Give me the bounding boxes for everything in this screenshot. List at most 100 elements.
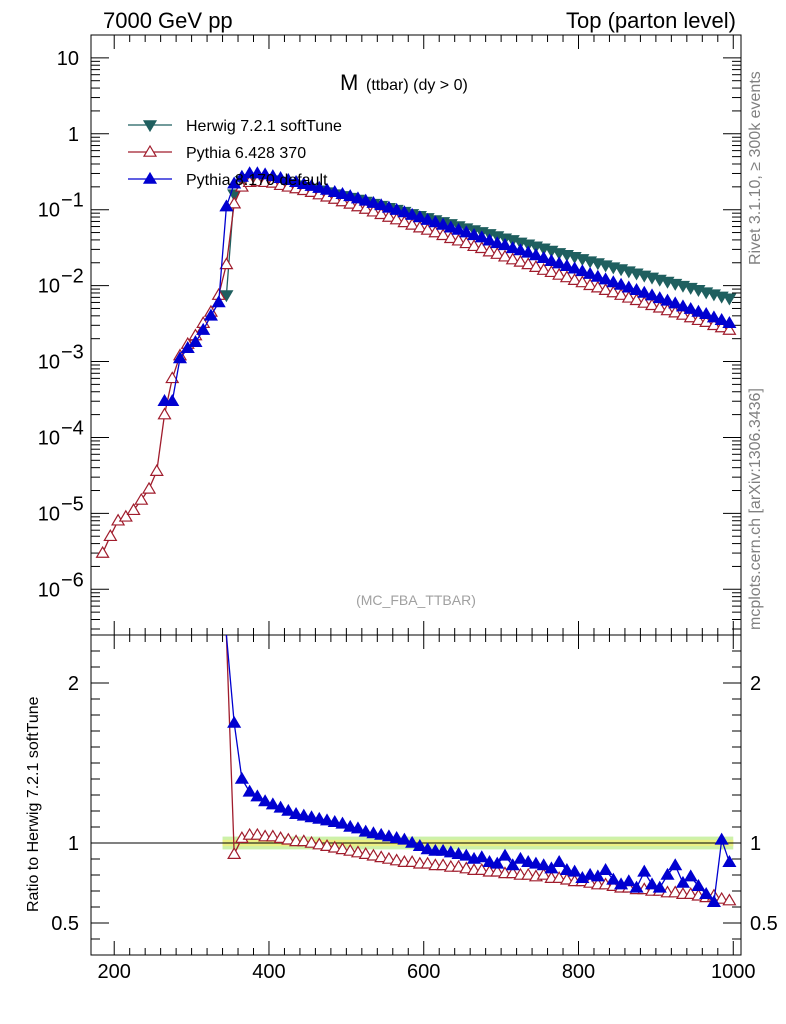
- series-point: [149, 463, 164, 476]
- series-point: [265, 169, 280, 182]
- series-point: [652, 291, 667, 304]
- ratio-series-point: [343, 819, 358, 832]
- series-point: [644, 288, 660, 301]
- series-point: [389, 212, 404, 225]
- x-tick-label: 600: [407, 961, 440, 983]
- y-tick-label-main: 10: [38, 352, 60, 374]
- ratio-series-point: [420, 842, 435, 855]
- series-point: [350, 199, 366, 212]
- series-point: [606, 285, 621, 298]
- ratio-series-point: [296, 834, 311, 847]
- series-point: [722, 293, 737, 306]
- ratio-series-point: [474, 850, 489, 863]
- series-point: [544, 253, 559, 266]
- ratio-series-point: [350, 821, 366, 834]
- ratio-series-point: [552, 855, 567, 868]
- analysis-id-label: (MC_FBA_TTBAR): [356, 592, 476, 608]
- series-point: [544, 265, 559, 278]
- ratio-series-point: [490, 856, 505, 869]
- series-point: [683, 301, 698, 314]
- series-point: [691, 313, 706, 326]
- series-point: [126, 503, 141, 516]
- y-tick-label-main: 10: [57, 48, 79, 70]
- y-tick-label-ratio-left: 1: [68, 833, 79, 855]
- ratio-series-point: [536, 858, 551, 871]
- series-point: [459, 236, 474, 249]
- series-point: [335, 187, 350, 199]
- series-point: [165, 394, 180, 407]
- series-point: [590, 269, 605, 282]
- ratio-series-point: [590, 869, 605, 882]
- series-point: [188, 334, 203, 347]
- series-point: [227, 196, 242, 209]
- series-point: [629, 293, 644, 306]
- ratio-series-point: [629, 880, 644, 893]
- series-point: [211, 295, 226, 308]
- ratio-series-point: [343, 843, 358, 856]
- ratio-series-point: [652, 880, 667, 893]
- series-point: [629, 283, 644, 296]
- ratio-series-point: [227, 847, 242, 860]
- x-tick-label: 1000: [711, 961, 756, 983]
- series-point: [118, 509, 133, 522]
- ratio-series-point: [312, 837, 327, 850]
- series-point: [482, 244, 497, 257]
- series-point: [165, 371, 180, 384]
- ratio-series-point: [420, 856, 435, 869]
- series-point: [675, 307, 691, 320]
- ratio-series-point: [714, 891, 729, 904]
- legend-entry-label: Herwig 7.2.1 softTune: [186, 118, 342, 135]
- series-point: [451, 222, 466, 235]
- ratio-series-point: [436, 843, 451, 856]
- ratio-series-point: [722, 893, 737, 906]
- series-point: [389, 202, 404, 215]
- ratio-series-point: [443, 845, 458, 858]
- series-point: [575, 275, 590, 288]
- series-point: [583, 278, 598, 291]
- series-point: [420, 212, 435, 225]
- ratio-series-point: [637, 864, 652, 877]
- series-point: [103, 529, 118, 542]
- y-tick-label-ratio-right: 1: [750, 833, 761, 855]
- series-point: [219, 257, 234, 270]
- ratio-series-point: [567, 864, 582, 877]
- series-point: [420, 222, 435, 235]
- ratio-series-point: [552, 871, 567, 884]
- series-point: [637, 285, 652, 298]
- y-tick-label-main: 10: [38, 579, 60, 601]
- ratio-series-point: [250, 789, 265, 802]
- ratio-series-point: [335, 842, 350, 855]
- series-point: [668, 305, 683, 318]
- ratio-series-layer: [225, 634, 737, 908]
- series-point: [583, 266, 598, 279]
- series-point: [474, 241, 489, 254]
- series-point: [180, 340, 195, 353]
- series-point: [405, 217, 420, 230]
- ratio-series-point: [281, 832, 296, 845]
- series-point: [490, 236, 505, 249]
- ratio-series-point: [405, 835, 420, 848]
- series-point: [528, 248, 543, 261]
- series-point: [428, 215, 443, 228]
- series-point: [691, 304, 706, 317]
- series-point: [552, 267, 567, 280]
- series-point: [258, 167, 273, 180]
- ratio-series-point: [304, 835, 319, 848]
- series-point: [614, 277, 629, 290]
- series-point: [722, 322, 737, 335]
- ratio-series-point: [358, 824, 373, 837]
- ratio-series-point: [459, 861, 474, 874]
- y-tick-label-main: 10: [38, 200, 60, 222]
- mcplots-label: mcplots.cern.ch [arXiv:1306.3436]: [747, 388, 764, 630]
- series-point: [536, 250, 551, 263]
- y-tick-label-main: 10: [38, 276, 60, 298]
- series-point: [412, 210, 427, 223]
- x-tick-label: 800: [562, 961, 595, 983]
- series-point: [281, 172, 296, 185]
- ratio-series-point: [319, 839, 335, 852]
- y-tick-label-ratio-left: 2: [68, 673, 79, 695]
- ratio-series-point: [482, 855, 497, 868]
- series-point: [621, 280, 636, 293]
- y-tick-label-ratio-left: 0.5: [51, 913, 79, 935]
- series-point: [559, 270, 574, 283]
